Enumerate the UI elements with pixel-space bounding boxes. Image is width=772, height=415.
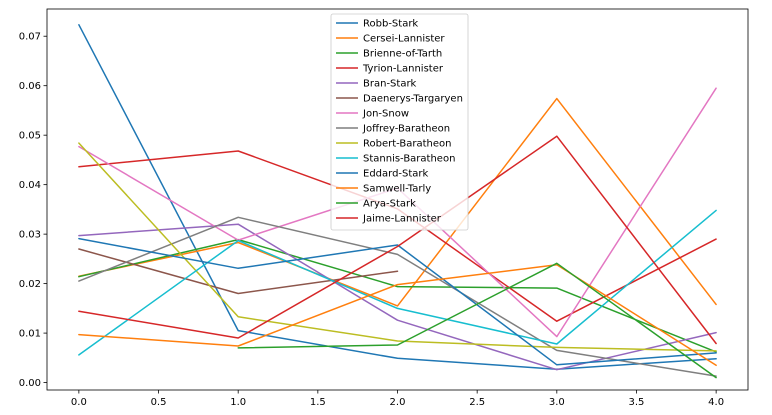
x-tick-label: 1.0 xyxy=(230,397,246,408)
legend-label: Jaime-Lannister xyxy=(362,214,442,225)
legend-label: Cersei-Lannister xyxy=(363,34,445,45)
series-line-daenerys-targaryen xyxy=(78,248,399,295)
series-line-cersei-lannister xyxy=(78,97,717,307)
x-tick-label: 3.5 xyxy=(629,397,645,408)
series-line-bran-stark xyxy=(78,223,717,371)
legend-label: Robert-Baratheon xyxy=(363,139,452,150)
x-tick-label: 4.0 xyxy=(708,397,724,408)
x-tick-label: 3.0 xyxy=(549,397,565,408)
y-tick-label: 0.05 xyxy=(19,131,41,142)
legend-item: Joffrey-Baratheon xyxy=(336,124,450,135)
legend-label: Stannis-Baratheon xyxy=(363,154,455,165)
y-tick-label: 0.07 xyxy=(19,32,41,43)
legend-label: Eddard-Stark xyxy=(363,169,429,180)
legend-label: Tyrion-Lannister xyxy=(362,64,444,75)
legend-item: Robb-Stark xyxy=(336,19,418,30)
legend-item: Stannis-Baratheon xyxy=(336,154,455,165)
x-axis: 0.0 0.5 1.0 1.5 2.0 2.5 3.0 3.5 4.0 xyxy=(71,390,724,408)
y-tick-label: 0.00 xyxy=(19,378,41,389)
legend-item: Daenerys-Targaryen xyxy=(336,94,463,105)
legend-item: Jaime-Lannister xyxy=(336,214,442,225)
y-tick-label: 0.04 xyxy=(19,180,41,191)
series-line-joffrey-baratheon xyxy=(78,216,717,377)
x-tick-label: 2.5 xyxy=(469,397,485,408)
legend-box xyxy=(330,13,469,231)
legend-item: Cersei-Lannister xyxy=(336,34,445,45)
series-line-samwell-tarly xyxy=(78,264,717,367)
legend-label: Bran-Stark xyxy=(363,79,417,90)
series-layer xyxy=(78,24,717,379)
x-tick-label: 1.5 xyxy=(310,397,326,408)
x-tick-label: 0.0 xyxy=(71,397,87,408)
legend-item: Robert-Baratheon xyxy=(336,139,452,150)
series-line-arya-stark xyxy=(237,262,717,379)
y-tick-label: 0.03 xyxy=(19,230,41,241)
y-tick-label: 0.01 xyxy=(19,329,41,340)
y-tick-label: 0.02 xyxy=(19,279,41,290)
legend-label: Joffrey-Baratheon xyxy=(362,124,450,135)
legend-label: Samwell-Tarly xyxy=(363,184,431,195)
x-tick-label: 0.5 xyxy=(151,397,167,408)
legend-item: Samwell-Tarly xyxy=(336,184,431,195)
legend-item: Jon-Snow xyxy=(336,109,409,120)
y-tick-label: 0.06 xyxy=(19,81,41,92)
legend-label: Brienne-of-Tarth xyxy=(363,49,442,60)
legend-item: Arya-Stark xyxy=(336,199,416,210)
legend-item: Bran-Stark xyxy=(336,79,417,90)
series-line-brienne-of-tarth xyxy=(78,238,717,353)
x-tick-label: 2.0 xyxy=(390,397,406,408)
legend-label: Daenerys-Targaryen xyxy=(363,94,463,105)
y-axis: 0.00 0.01 0.02 0.03 0.04 0.05 0.06 0.07 xyxy=(19,32,47,389)
series-line-eddard-stark xyxy=(78,237,717,366)
legend-label: Jon-Snow xyxy=(362,109,409,120)
legend-label: Arya-Stark xyxy=(363,199,416,210)
legend: Robb-Stark Cersei-Lannister Brienne-of-Tar… xyxy=(330,13,469,231)
legend-label: Robb-Stark xyxy=(363,19,418,30)
series-line-jaime-lannister xyxy=(78,135,717,345)
series-line-stannis-baratheon xyxy=(78,209,717,356)
legend-item: Tyrion-Lannister xyxy=(336,64,444,75)
legend-item: Eddard-Stark xyxy=(336,169,429,180)
legend-item: Brienne-of-Tarth xyxy=(336,49,442,60)
